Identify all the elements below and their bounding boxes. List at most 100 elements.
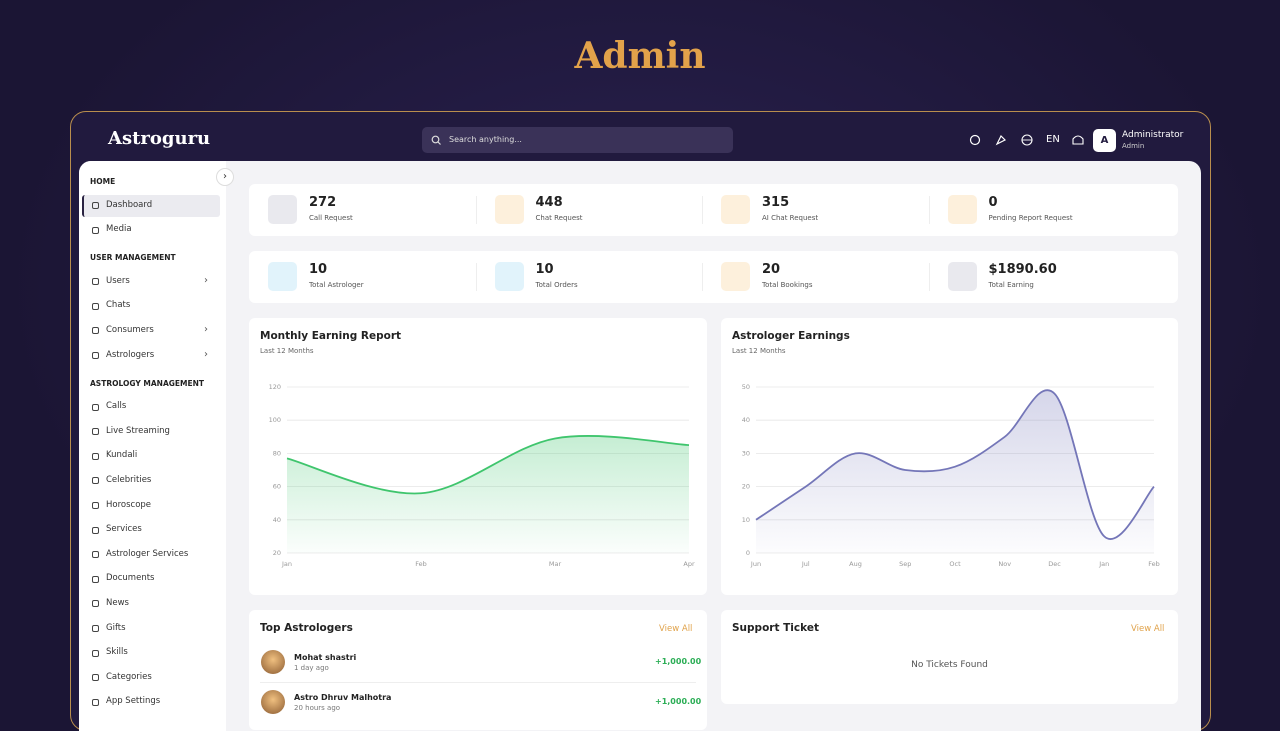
stat-value: 448 [535, 195, 563, 210]
menu-item[interactable]: Categories [106, 671, 152, 682]
menu-item[interactable]: Chats [106, 300, 131, 311]
astrologer-amount: +1,000.00 [655, 657, 702, 666]
menu-item[interactable]: Users [106, 275, 130, 286]
menu-item[interactable]: Calls [106, 401, 127, 412]
menu-item[interactable]: Horoscope [106, 499, 152, 510]
astrologer-name: Mohat shastri [294, 653, 357, 662]
area-fill [756, 390, 1154, 553]
stat-label: Total Orders [535, 281, 578, 289]
card-title: Support Ticket [732, 622, 819, 634]
stat-label: Pending Report Request [988, 214, 1073, 222]
view-all[interactable]: View All [659, 624, 693, 634]
empty-message: No Tickets Found [911, 660, 988, 670]
divider [475, 263, 477, 291]
menu-item[interactable]: Astrologer Services [106, 548, 189, 559]
astrologer-name: Astro Dhruv Malhotra [294, 693, 392, 702]
stat-icon [947, 195, 977, 224]
section-title: HOME [90, 177, 116, 186]
stat-label: Total Bookings [762, 281, 813, 289]
menu-item[interactable]: Services [106, 524, 142, 535]
line [286, 435, 690, 495]
menu-icon [92, 551, 99, 559]
menu-item[interactable]: Dashboard [106, 199, 153, 210]
submenu-arrow: › [204, 348, 208, 360]
menu-item[interactable]: Gifts [106, 622, 126, 633]
stat-icon [947, 262, 977, 291]
menu-item[interactable]: Kundali [106, 450, 138, 461]
avatar[interactable]: A [1093, 129, 1116, 152]
stat-icon [721, 195, 750, 224]
y-tick-label: 60 [273, 483, 281, 491]
x-tick-label: Jan [281, 560, 292, 568]
collapse-button[interactable]: › [216, 168, 234, 186]
y-tick-label: 20 [742, 483, 750, 491]
stats-card [249, 184, 1178, 236]
menu-icon [92, 452, 99, 460]
menu-icon [92, 428, 99, 436]
stat-label: Call Request [309, 214, 353, 222]
row-divider [260, 682, 696, 683]
x-tick-label: Nov [998, 560, 1011, 568]
menu-item[interactable]: App Settings [106, 696, 161, 707]
astrologer-avatar [261, 650, 285, 674]
x-tick-label: Sep [899, 560, 911, 568]
support-ticket-card [721, 610, 1178, 704]
x-tick-label: Feb [1148, 560, 1160, 568]
menu-icon [92, 202, 99, 209]
header-icons[interactable] [968, 133, 1088, 149]
page-title: Admin [574, 35, 706, 77]
divider [928, 263, 930, 291]
menu-item[interactable]: Live Streaming [106, 425, 170, 436]
submenu-arrow: › [204, 323, 208, 335]
y-tick-label: 40 [273, 516, 281, 524]
menu-item[interactable]: Skills [106, 647, 128, 658]
y-tick-label: 120 [269, 383, 281, 391]
stat-value: 10 [535, 262, 554, 277]
stat-icon [494, 262, 524, 291]
menu-item[interactable]: News [106, 597, 129, 608]
divider [928, 196, 930, 224]
view-all[interactable]: View All [1131, 624, 1165, 634]
menu-icon [92, 327, 99, 335]
menu-icon [92, 226, 99, 234]
chart-subtitle: Last 12 Months [260, 347, 314, 355]
x-tick-label: Mar [549, 560, 562, 568]
menu-item[interactable]: Media [106, 224, 132, 235]
menu-icon [92, 403, 99, 411]
y-tick-label: 0 [746, 549, 750, 557]
menu-item[interactable]: Astrologers [106, 349, 155, 360]
x-tick-label: Jul [801, 560, 810, 568]
menu-icon [92, 575, 99, 583]
menu-icon [92, 526, 99, 534]
search-box[interactable]: Search anything... [422, 127, 733, 153]
sidebar: › HOME Dashboard Media USER MANAGEMENT Users ›… [79, 161, 234, 731]
x-tick-label: Jan [1098, 560, 1109, 568]
y-tick-label: 30 [742, 449, 750, 457]
x-tick-label: Jun [750, 560, 761, 568]
y-tick-label: 80 [273, 449, 281, 457]
menu-icon [92, 674, 99, 682]
chart-subtitle: Last 12 Months [732, 347, 786, 355]
menu-item[interactable]: Consumers [106, 324, 154, 335]
stat-label: AI Chat Request [762, 214, 819, 222]
astrologer-avatar [261, 690, 285, 714]
menu-icon [92, 352, 99, 359]
y-tick-label: 50 [742, 383, 750, 391]
divider [702, 263, 703, 291]
menu-item[interactable]: Celebrities [106, 474, 152, 485]
divider [475, 196, 477, 224]
logo[interactable]: Astroguru [108, 128, 211, 149]
language[interactable]: EN [1046, 134, 1060, 145]
stat-value: $1890.60 [988, 262, 1057, 277]
top-astrologers-card [249, 610, 707, 730]
active-highlight [82, 194, 220, 217]
menu-icon [92, 625, 99, 632]
x-tick-label: Aug [849, 560, 862, 568]
menu-item[interactable]: Documents [106, 573, 155, 584]
x-tick-label: Apr [683, 560, 695, 568]
menu-icon [92, 649, 99, 657]
section-title: ASTROLOGY MANAGEMENT [90, 378, 205, 388]
avatar-initial: A [1100, 135, 1109, 146]
stat-label: Total Astrologer [309, 281, 364, 289]
